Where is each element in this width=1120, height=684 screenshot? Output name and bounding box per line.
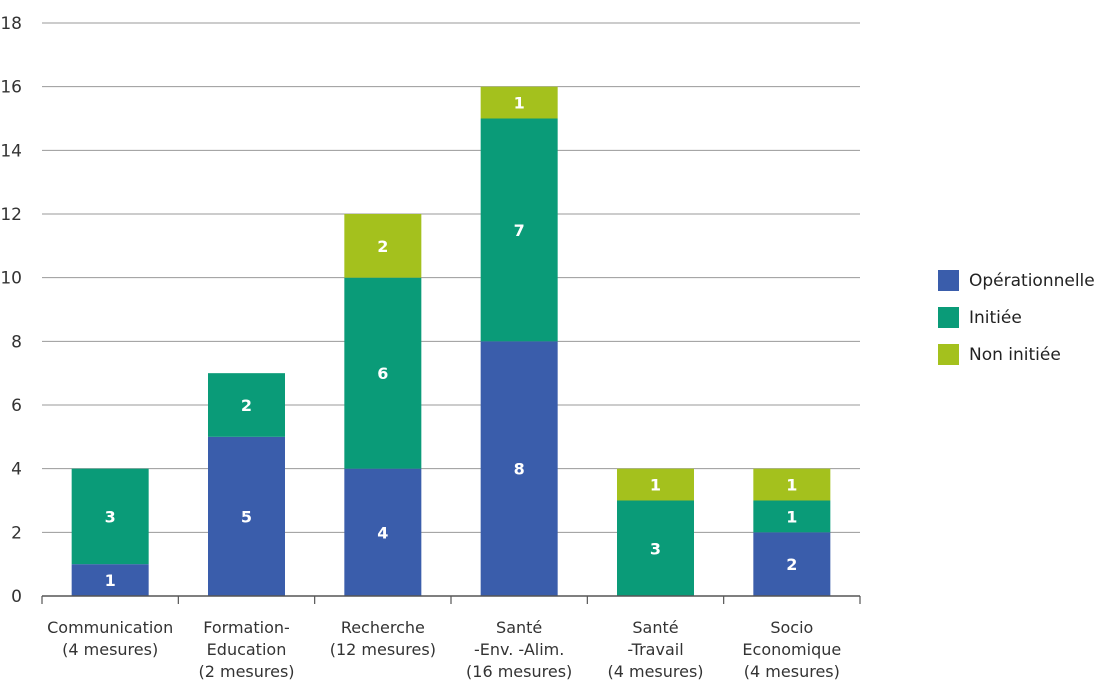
bar-segment [617,468,694,501]
legend-swatch [938,307,959,328]
legend-label: Initiée [969,307,1022,328]
y-tick-label: 16 [0,78,22,98]
bar-segment [208,373,285,437]
category-label: Santé -Travail (4 mesures) [607,618,703,681]
data-label: 1 [105,571,116,590]
category-label: Recherche (12 mesures) [330,618,436,659]
y-tick-label: 0 [11,587,22,607]
legend-swatch [938,344,959,365]
data-label: 5 [241,507,252,526]
data-label: 1 [514,94,525,113]
data-label: 7 [514,221,525,240]
y-tick-label: 18 [0,14,22,34]
y-tick-label: 12 [0,205,22,225]
legend: Opérationnelle Initiée Non initiée [938,262,1095,373]
y-axis-ticks: 0 2 4 6 8 10 12 14 16 18 [0,14,22,607]
y-tick-label: 8 [11,332,22,352]
legend-item-non-initiee: Non initiée [938,336,1095,373]
bar-segment [753,532,831,596]
legend-item-operationnelle: Opérationnelle [938,262,1095,299]
bar-segment [71,468,149,565]
y-tick-label: 10 [0,269,22,289]
bar-segment [344,214,422,278]
data-label: 8 [514,460,525,479]
y-tick-label: 4 [11,460,22,480]
data-label: 4 [377,523,388,542]
bar-segment [344,468,422,596]
data-label: 6 [377,364,388,383]
bar-segment [753,468,831,501]
bar-segment [208,436,285,596]
category-label: Communication (4 mesures) [47,618,173,659]
bar-segment [344,277,422,469]
data-label: 3 [650,539,661,558]
bars: 1 3 5 2 4 6 2 8 7 1 3 1 2 1 1 [71,86,831,596]
x-axis [41,595,861,604]
category-label: Santé -Env. -Alim. (16 mesures) [466,618,572,681]
grid-lines [42,22,860,533]
legend-item-initiee: Initiée [938,299,1095,336]
y-tick-label: 14 [0,141,22,161]
category-label: Socio Economique (4 mesures) [742,618,841,681]
bar-segment [753,500,831,533]
data-label: 2 [377,237,388,256]
data-label: 1 [650,476,661,495]
category-label: Formation-Education (2 mesures) [198,618,294,681]
bar-segment [480,341,558,596]
data-label: 2 [241,396,252,415]
y-tick-label: 2 [11,523,22,543]
legend-label: Opérationnelle [969,270,1095,291]
bar-segment [480,118,558,342]
data-label: 2 [786,555,797,574]
data-label: 1 [786,476,797,495]
legend-label: Non initiée [969,344,1061,365]
bar-segment [71,564,149,596]
y-tick-label: 6 [11,396,22,416]
category-labels: Communication (4 mesures) Formation-Educat… [47,618,841,681]
bar-segment [617,500,694,596]
data-label: 1 [786,507,797,526]
bar-segment [480,86,558,119]
data-label: 3 [105,507,116,526]
legend-swatch [938,270,959,291]
